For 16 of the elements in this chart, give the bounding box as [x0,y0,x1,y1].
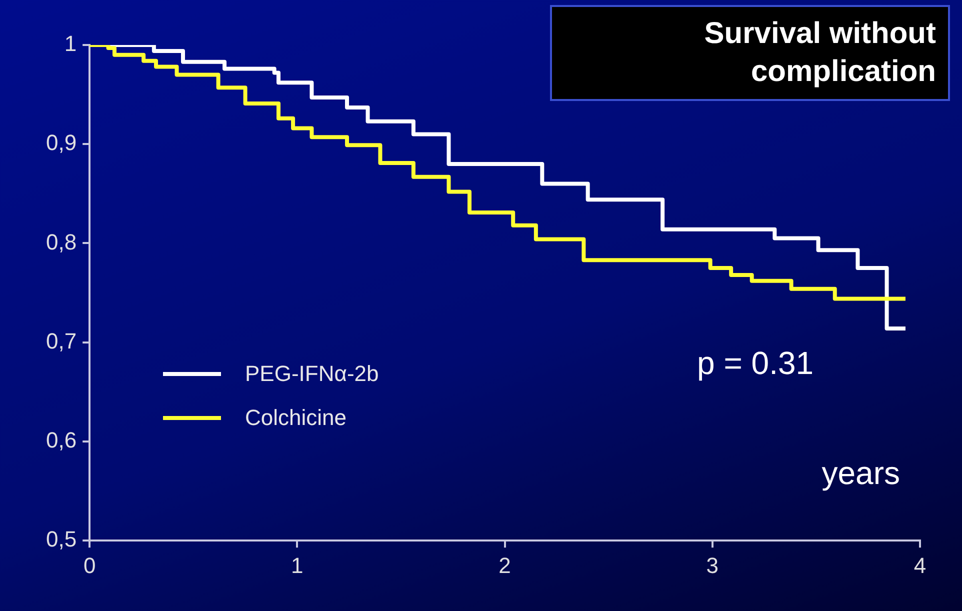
y-tick-label: 0,7 [46,328,77,354]
y-tick-label: 0,9 [46,130,77,156]
annotation: p = 0.31 [697,345,814,382]
legend-label: PEG-IFNα-2b [245,360,379,388]
y-tick-label: 0,6 [46,428,77,453]
y-tick-label: 0,5 [46,526,77,552]
x-tick-label: 0 [83,552,96,578]
x-tick-label: 2 [498,552,511,578]
x-axis-title: years [822,455,900,492]
y-tick-label: 1 [64,31,77,56]
x-tick-label: 3 [706,552,719,578]
title-panel: Survival without complication [550,5,950,101]
legend-label: Colchicine [245,404,346,432]
x-tick-label: 1 [291,552,304,578]
x-tick-label: 4 [914,552,926,578]
y-tick-label: 0,8 [46,229,77,254]
